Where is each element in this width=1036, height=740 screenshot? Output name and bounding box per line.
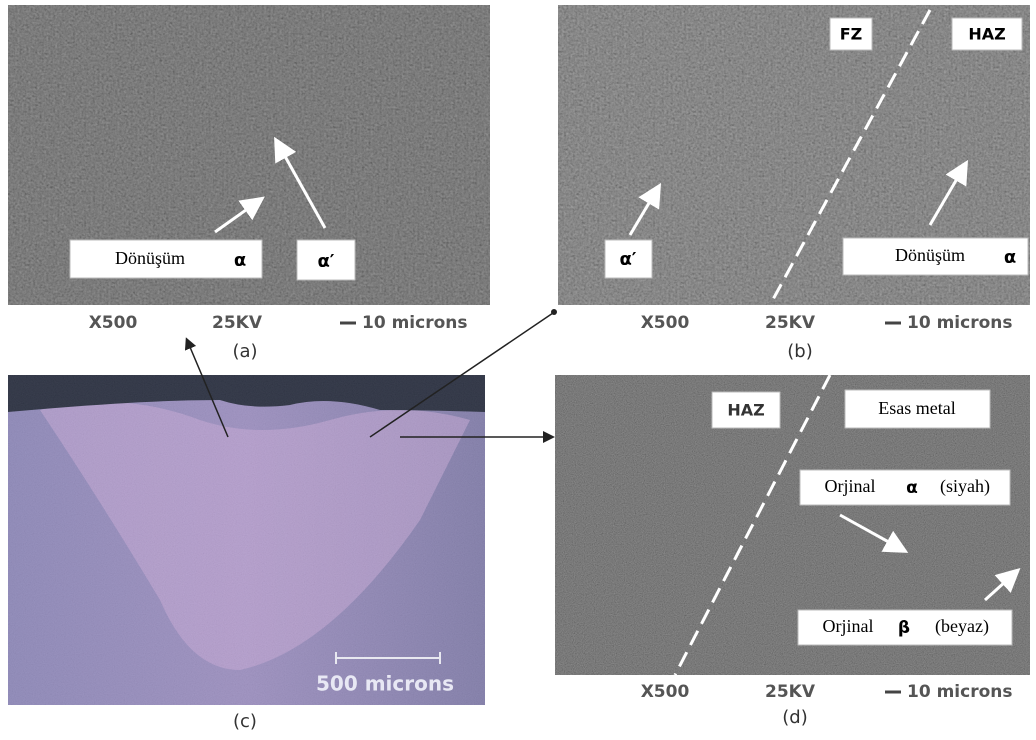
label: FZ [840, 25, 863, 44]
scale: 500 microns [316, 672, 454, 696]
magnification: X500 [89, 313, 138, 333]
label: α [1004, 247, 1016, 268]
magnification: X500 [641, 313, 690, 333]
label: Dönüşüm [895, 245, 965, 265]
caption: (d) [782, 707, 807, 728]
caption: (a) [232, 341, 257, 362]
label: HAZ [727, 401, 764, 420]
label: α [234, 250, 246, 271]
panel-b: FZ HAZ α′ Dönüşüm α X500 25KV 10 microns… [558, 5, 1030, 362]
label: α′ [619, 249, 636, 270]
label: Esas metal [878, 398, 955, 418]
panel-d: HAZ Esas metal Orjinal α (siyah) Orjinal… [555, 375, 1030, 728]
label: α [906, 478, 918, 498]
voltage: 25KV [212, 313, 263, 333]
scale: 10 microns [907, 682, 1012, 702]
label: β [898, 618, 910, 638]
panel-a: Dönüşüm α α′ X500 25KV 10 microns (a) [8, 5, 490, 362]
scale: 10 microns [362, 313, 467, 333]
label: (siyah) [940, 476, 990, 497]
panel-c: 500 microns (c) [8, 375, 485, 732]
label: Orjinal [825, 476, 876, 496]
caption: (b) [787, 341, 812, 362]
voltage: 25KV [765, 682, 816, 702]
magnification: X500 [641, 682, 690, 702]
label: (beyaz) [935, 616, 989, 637]
caption: (c) [233, 711, 257, 732]
voltage: 25KV [765, 313, 816, 333]
label: Orjinal [823, 616, 874, 636]
label: α′ [317, 251, 334, 272]
figure: Dönüşüm α α′ X500 25KV 10 microns (a) FZ… [0, 0, 1036, 740]
scale: 10 microns [907, 313, 1012, 333]
label: HAZ [968, 25, 1005, 44]
label: Dönüşüm [115, 248, 185, 268]
